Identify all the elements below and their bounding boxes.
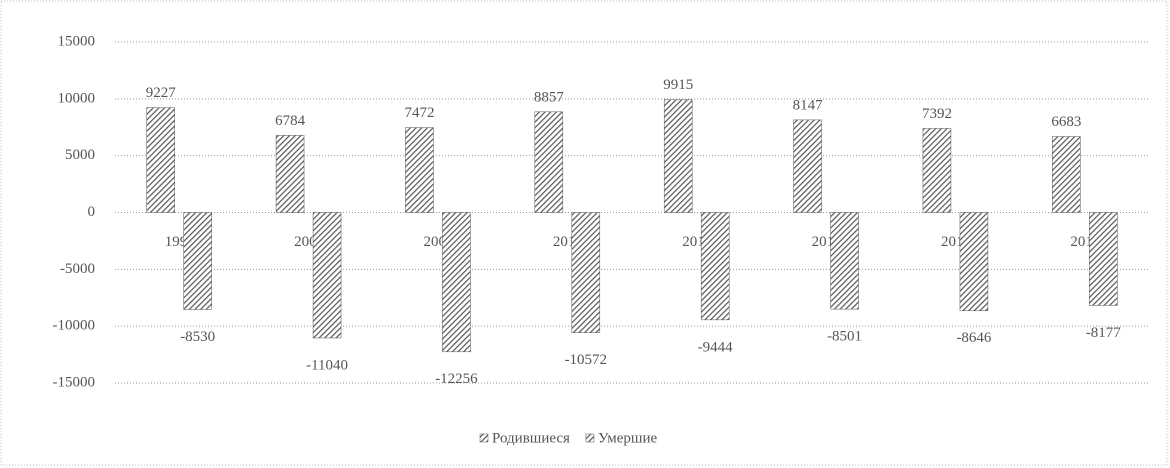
bar (1052, 136, 1081, 213)
bar (793, 119, 822, 213)
legend-swatch (585, 433, 595, 443)
bar (534, 111, 564, 213)
bar (830, 212, 859, 310)
data-label: 9227 (146, 85, 177, 101)
bar (405, 127, 434, 213)
bar (959, 212, 989, 312)
data-label: -8530 (180, 329, 215, 345)
data-label: 9915 (663, 77, 693, 93)
data-label: -10572 (565, 352, 608, 368)
y-tick-label: 15000 (58, 33, 96, 49)
legend-label: Родившиеся (492, 430, 570, 446)
bar (922, 128, 952, 213)
y-tick-label: -10000 (53, 318, 96, 334)
bar (442, 212, 471, 353)
data-label: 7472 (404, 105, 434, 121)
y-tick-label: 0 (88, 204, 96, 220)
data-label: 6784 (275, 113, 306, 129)
data-label: 6683 (1051, 114, 1081, 130)
bar (183, 212, 212, 310)
y-tick-label: 5000 (65, 147, 95, 163)
data-label: 8857 (534, 89, 565, 105)
bar (146, 107, 175, 213)
bar (312, 212, 342, 339)
bar (1089, 212, 1118, 306)
y-tick-label: 10000 (58, 90, 96, 106)
bar (571, 212, 601, 333)
y-tick-label: -5000 (60, 261, 95, 277)
legend-label: Умершие (598, 430, 658, 446)
bar (700, 212, 730, 321)
data-label: -8501 (827, 329, 862, 345)
bar (663, 99, 693, 213)
legend-swatch (479, 433, 489, 443)
data-label: -8646 (956, 330, 991, 346)
data-label: 7392 (922, 106, 952, 122)
data-label: -9444 (698, 339, 733, 355)
data-label: -8177 (1086, 325, 1121, 341)
bar (275, 135, 305, 213)
data-label: -12256 (435, 371, 478, 387)
y-tick-label: -15000 (53, 374, 96, 390)
data-label: 8147 (793, 97, 824, 113)
data-label: -11040 (306, 357, 348, 373)
